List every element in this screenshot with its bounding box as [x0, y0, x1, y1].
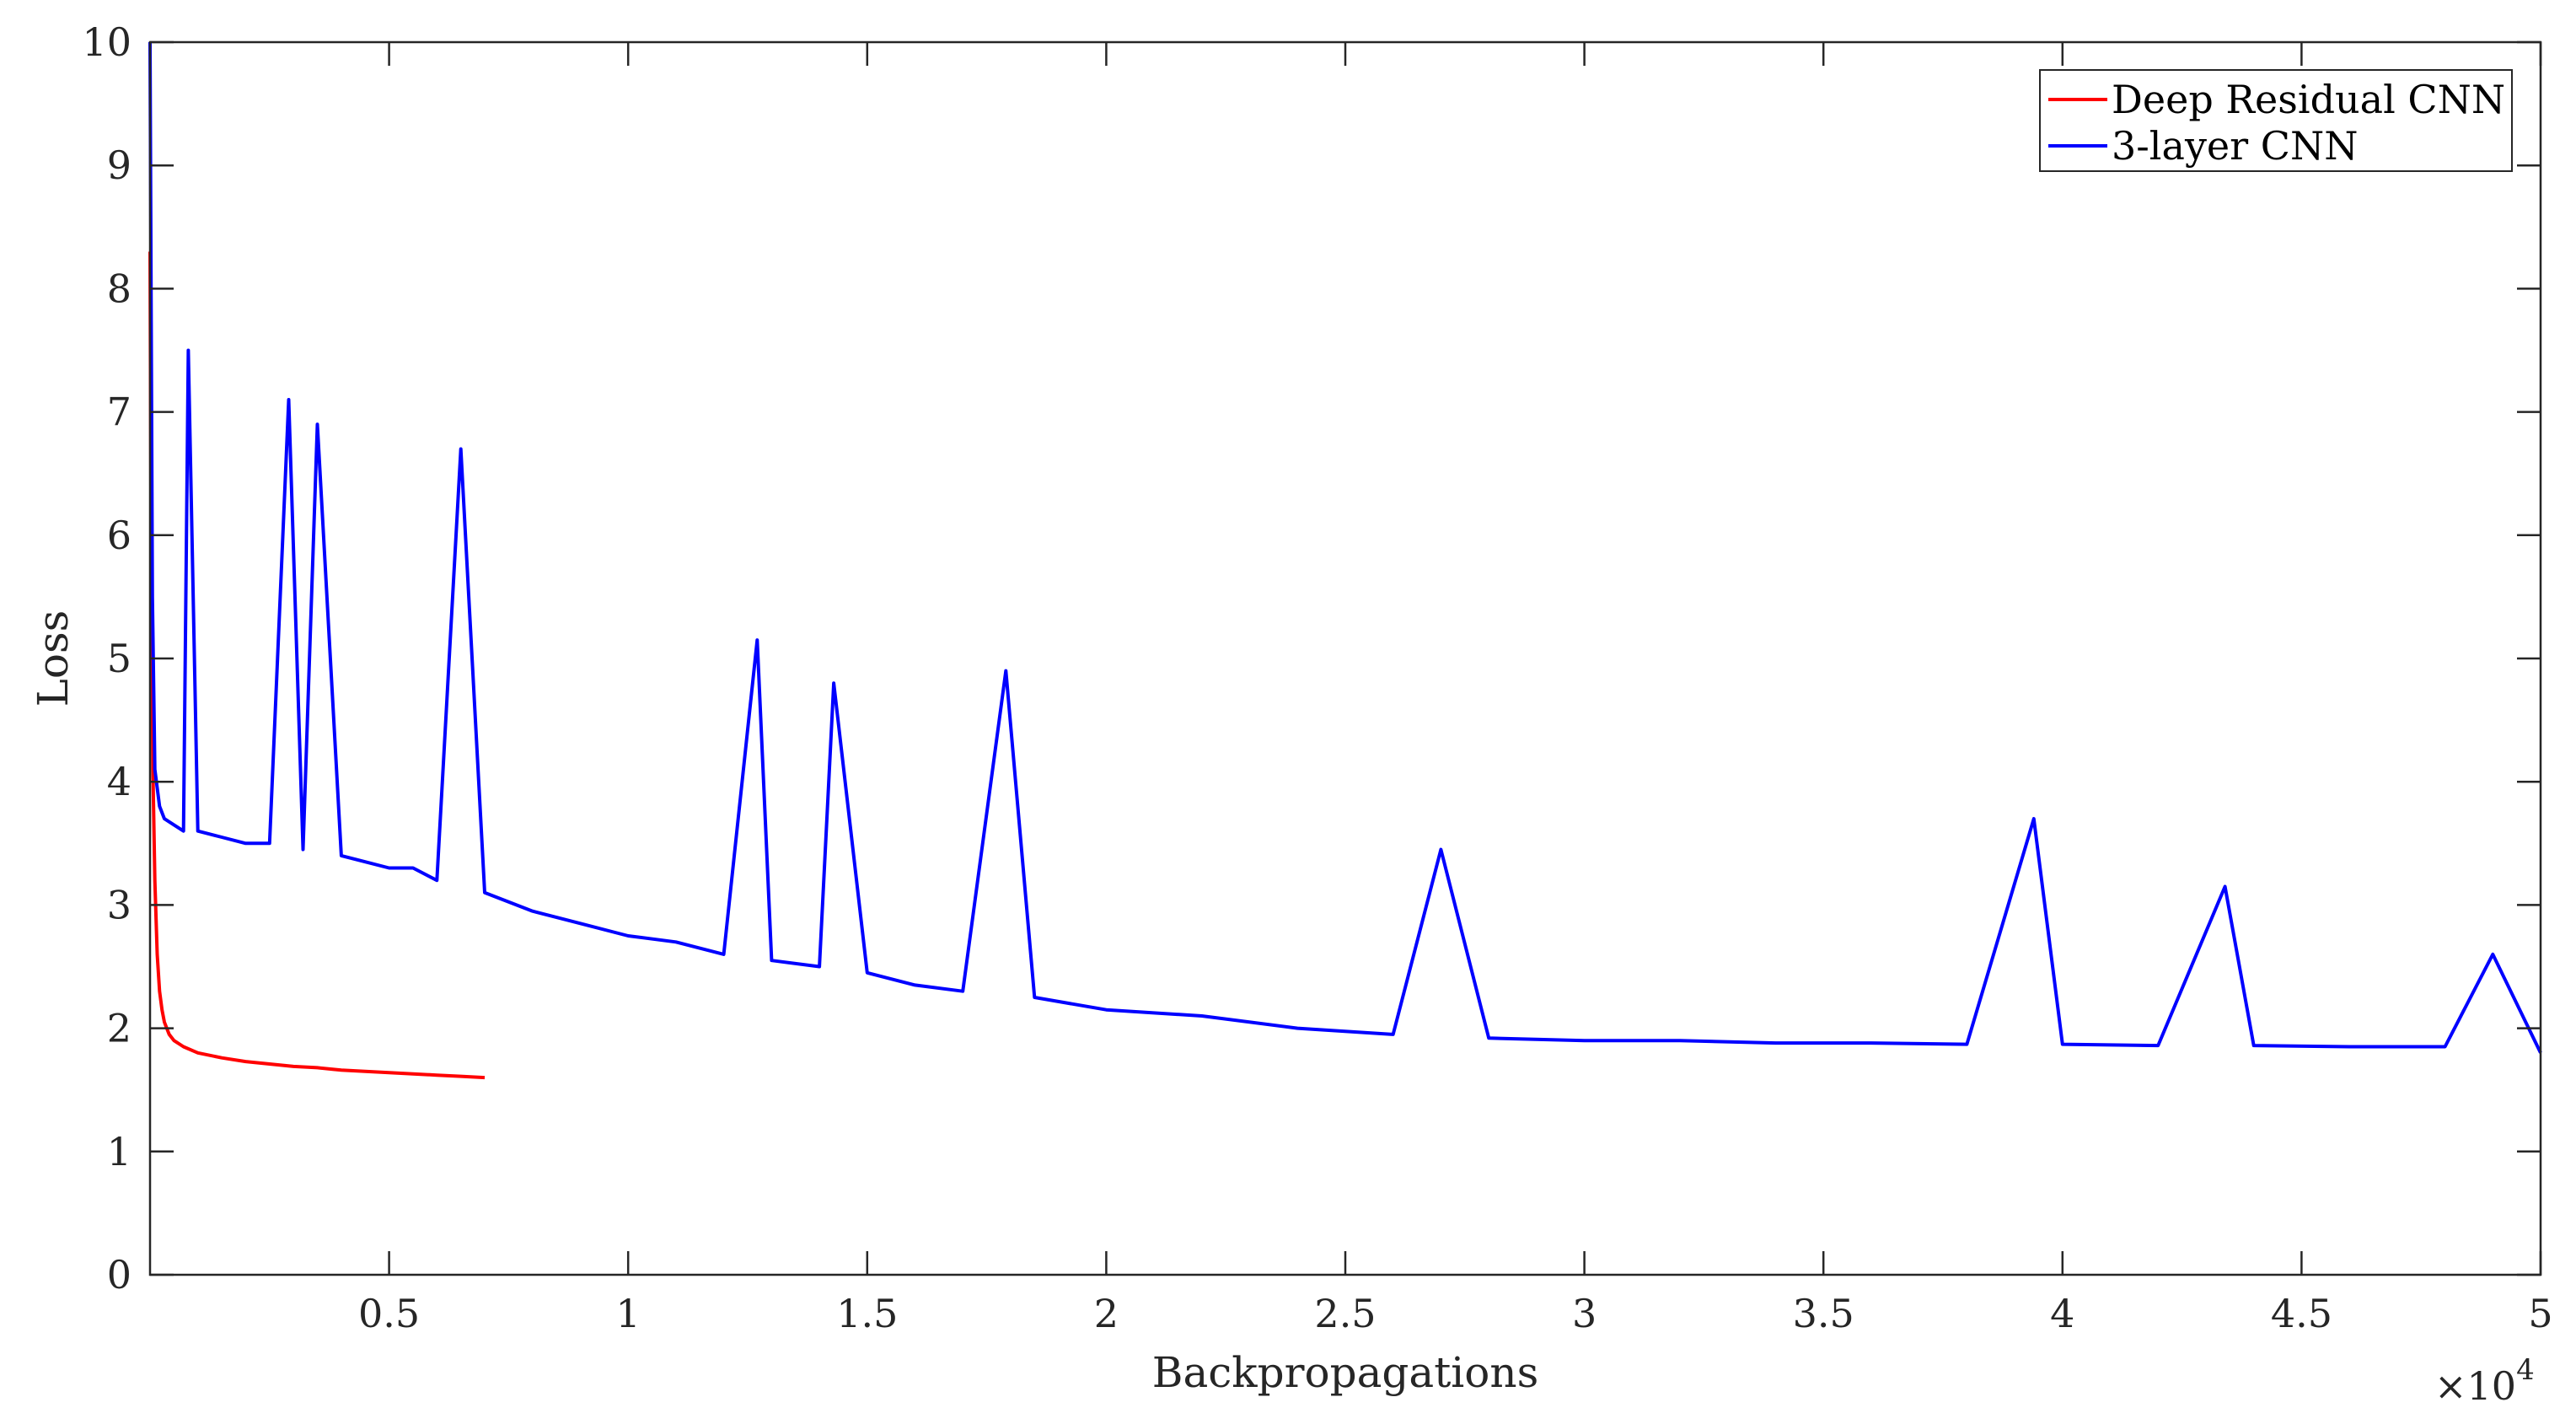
y-tick-label: 3 [107, 882, 131, 927]
plot-background [150, 42, 2541, 1275]
y-tick-label: 7 [107, 390, 131, 435]
x-tick-label: 4.5 [2271, 1291, 2332, 1336]
y-tick-label: 2 [107, 1006, 131, 1051]
y-tick-label: 10 [82, 19, 131, 65]
x-axis-multiplier-base: ×10 [2434, 1363, 2516, 1409]
y-axis: 0 1 2 3 4 5 6 7 8 9 10 [82, 19, 2541, 1298]
y-tick-label: 1 [107, 1129, 131, 1174]
series-line-3-layer-cnn [148, 41, 2542, 1054]
x-tick-label: 1.5 [836, 1291, 898, 1336]
legend-label-deep-residual-cnn: Deep Residual CNN [2112, 77, 2505, 122]
x-tick-label: 0.5 [358, 1291, 420, 1336]
y-tick-label: 4 [107, 759, 131, 804]
y-tick-label: 8 [107, 266, 131, 311]
x-tick-label: 4 [2050, 1291, 2074, 1336]
x-axis: 0.5 1 1.5 2 2.5 3 3.5 4 4.5 5 [358, 42, 2553, 1336]
y-tick-label: 9 [107, 142, 131, 188]
x-axis-multiplier-power: 4 [2516, 1353, 2535, 1387]
x-axis-label: Backpropagations [1152, 1348, 1539, 1397]
x-tick-label: 5 [2528, 1291, 2552, 1336]
legend-label-3-layer-cnn: 3-layer CNN [2112, 123, 2358, 169]
y-tick-label: 6 [107, 513, 131, 558]
y-axis-label: Loss [29, 610, 78, 707]
x-tick-label: 3 [1572, 1291, 1597, 1336]
x-tick-label: 3.5 [1793, 1291, 1854, 1336]
legend: Deep Residual CNN 3-layer CNN [2039, 69, 2513, 172]
x-tick-label: 2.5 [1314, 1291, 1376, 1336]
legend-box [2039, 69, 2513, 172]
x-tick-label: 1 [616, 1291, 641, 1336]
y-tick-label: 5 [107, 636, 131, 681]
y-tick-label: 0 [107, 1252, 131, 1298]
series-layer [148, 41, 2542, 1080]
series-line-deep-residual-cnn [148, 251, 486, 1080]
x-axis-multiplier: ×104 [2434, 1353, 2535, 1409]
x-tick-label: 2 [1094, 1291, 1119, 1336]
